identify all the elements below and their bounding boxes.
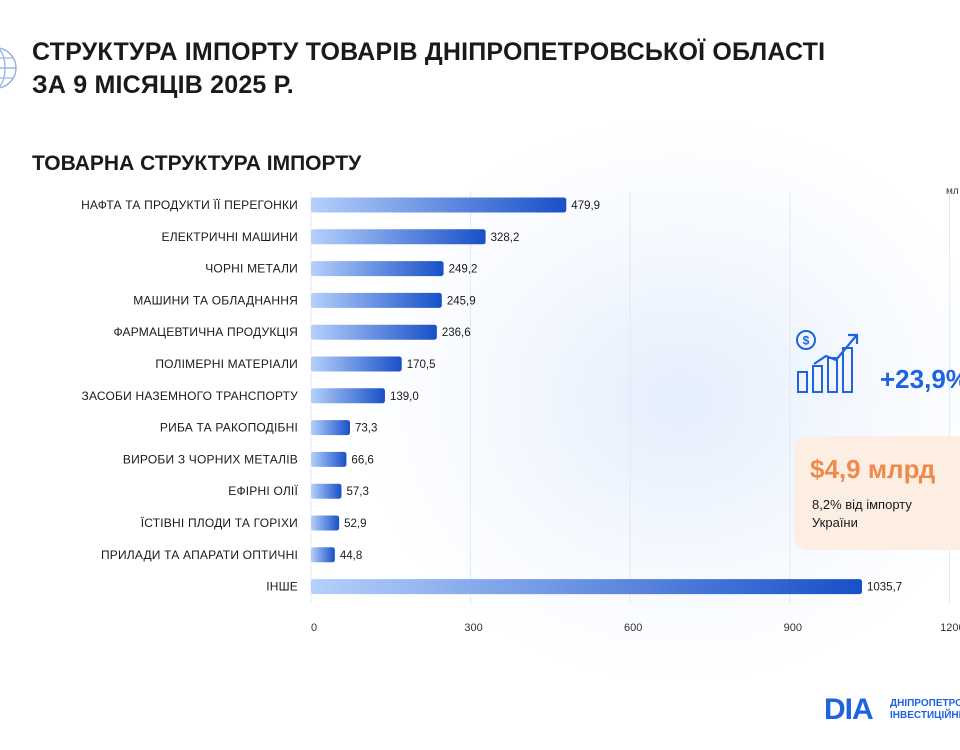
bar	[311, 515, 340, 531]
category-label: ЕФІРНІ ОЛІЇ	[228, 484, 298, 498]
category-labels: НАФТА ТА ПРОДУКТИ ЇЇ ПЕРЕГОНКИ ЕЛЕКТРИЧНІ…	[81, 198, 298, 594]
bar	[311, 388, 385, 404]
bar	[311, 324, 437, 340]
bar	[311, 579, 862, 595]
logo-mark: DIA	[824, 693, 874, 726]
summary-card: $4,9 млрд 8,2% від імпорту України	[794, 436, 960, 550]
unit-label: мл	[946, 186, 959, 197]
value-label: 170,5	[407, 359, 436, 371]
growth-value: +23,9%	[880, 364, 960, 394]
value-label: 328,2	[491, 232, 520, 244]
value-label: 57,3	[346, 486, 368, 498]
category-label: НАФТА ТА ПРОДУКТИ ЇЇ ПЕРЕГОНКИ	[81, 198, 298, 212]
bars	[311, 197, 862, 595]
bar	[311, 197, 567, 213]
category-label: ЧОРНІ МЕТАЛИ	[205, 262, 298, 276]
total-import-value: $4,9 млрд	[810, 454, 936, 484]
value-label: 249,2	[449, 264, 478, 276]
share-of-ukraine-note: 8,2% від імпорту України	[812, 497, 912, 530]
value-label: 52,9	[344, 518, 366, 530]
category-label: ФАРМАЦЕВТИЧНА ПРОДУКЦІЯ	[113, 325, 298, 339]
x-tick-label: 0	[311, 622, 317, 634]
logo-text-line-2: ІНВЕСТИЦІЙНЕ	[890, 710, 960, 721]
bar	[311, 261, 444, 277]
dia-logo: DIA ДНІПРОПЕТРОВ ІНВЕСТИЦІЙНЕ	[824, 694, 960, 728]
category-label: ЗАСОБИ НАЗЕМНОГО ТРАНСПОРТУ	[82, 389, 299, 403]
value-label: 139,0	[390, 391, 419, 403]
x-tick-label: 900	[784, 622, 802, 634]
category-label: ПОЛІМЕРНІ МАТЕРІАЛИ	[155, 357, 298, 371]
value-label: 245,9	[447, 295, 476, 307]
category-label: МАШИНИ ТА ОБЛАДНАННЯ	[133, 293, 298, 307]
svg-text:$: $	[803, 334, 810, 348]
value-label: 44,8	[340, 550, 362, 562]
category-label: ЕЛЕКТРИЧНІ МАШИНИ	[162, 230, 298, 244]
x-axis-ticks: 0 300 600 900 1200	[311, 622, 960, 634]
category-label: ЇСТІВНІ ПЛОДИ ТА ГОРІХИ	[141, 516, 298, 530]
section-title: ТОВАРНА СТРУКТУРА ІМПОРТУ	[32, 152, 362, 175]
logo-text-line-1: ДНІПРОПЕТРОВ	[890, 698, 960, 709]
x-tick-label: 300	[464, 622, 482, 634]
value-label: 1035,7	[867, 582, 902, 594]
value-label: 73,3	[355, 423, 377, 435]
category-label: РИБА ТА РАКОПОДІБНІ	[160, 421, 298, 435]
value-label: 236,6	[442, 327, 471, 339]
bar	[311, 292, 442, 308]
bar	[311, 547, 335, 563]
bar	[311, 483, 342, 499]
category-label: ВИРОБИ З ЧОРНИХ МЕТАЛІВ	[123, 452, 298, 466]
x-tick-label: 600	[624, 622, 642, 634]
logo-text: ДНІПРОПЕТРОВ ІНВЕСТИЦІЙНЕ	[890, 698, 960, 722]
money-growth-chart-icon: $	[796, 330, 859, 393]
category-label: ІНШЕ	[266, 580, 298, 594]
x-tick-label: 1200	[940, 622, 960, 634]
page-title: СТРУКТУРА ІМПОРТУ ТОВАРІВ ДНІПРОПЕТРОВСЬ…	[32, 38, 826, 99]
bar	[311, 451, 347, 467]
value-label: 479,9	[571, 200, 600, 212]
category-label: ПРИЛАДИ ТА АПАРАТИ ОПТИЧНІ	[101, 548, 298, 562]
value-label: 66,6	[351, 454, 373, 466]
bar	[311, 356, 402, 372]
value-labels: 479,9 328,2 249,2 245,9 236,6 170,5 139,0 73,3 6…	[340, 200, 902, 594]
bar	[311, 420, 350, 436]
bar	[311, 229, 486, 245]
globe-icon	[0, 47, 17, 89]
